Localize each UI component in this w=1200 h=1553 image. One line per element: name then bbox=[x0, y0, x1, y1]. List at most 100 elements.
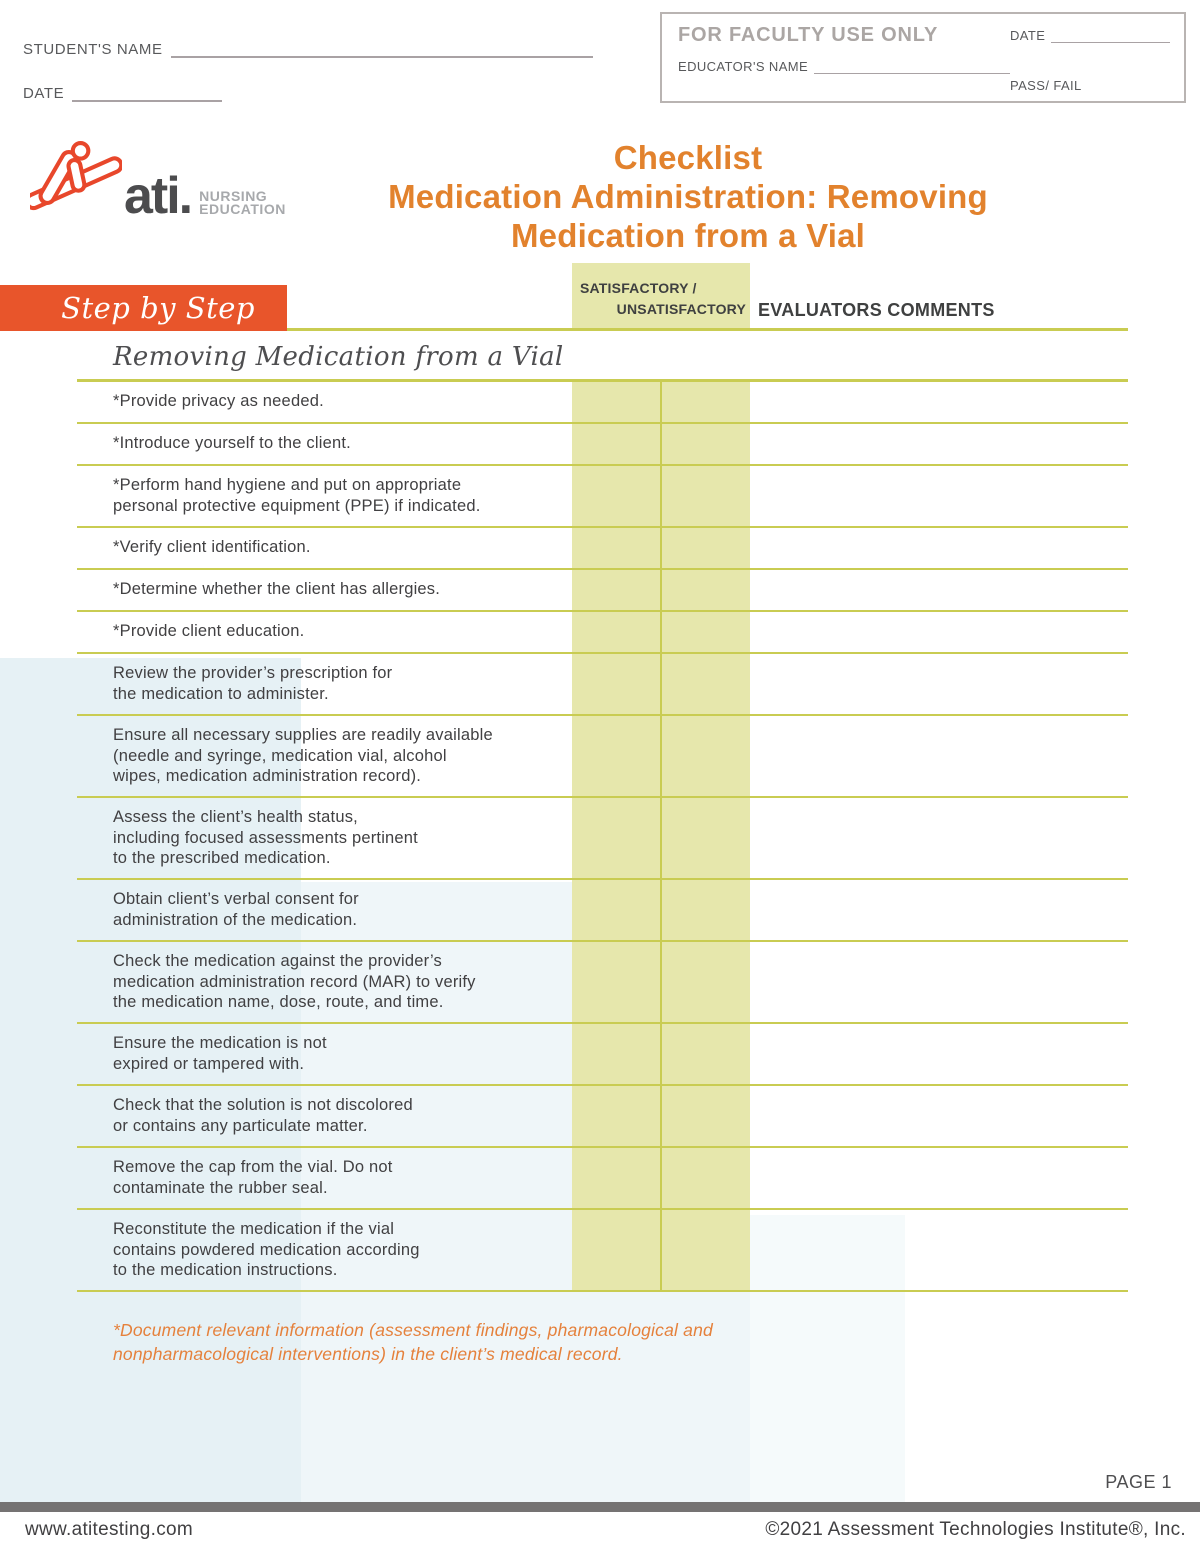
ati-logo-wordmark: ati. bbox=[124, 167, 193, 225]
pass-fail-label: PASS/ FAIL bbox=[1010, 78, 1082, 93]
step-text: *Provide privacy as needed. bbox=[113, 392, 324, 410]
evaluators-comments-header: EVALUATORS COMMENTS bbox=[758, 300, 995, 320]
faculty-box-right: DATE PASS/ FAIL bbox=[1010, 24, 1170, 93]
educator-name-row: EDUCATOR'S NAME bbox=[678, 59, 1010, 74]
satisfactory-cell[interactable] bbox=[572, 798, 660, 878]
satisfactory-cell[interactable] bbox=[572, 880, 660, 940]
table-row: *Provide privacy as needed. bbox=[77, 382, 1128, 424]
step-by-step-label: Step by Step bbox=[61, 291, 255, 325]
comments-cell[interactable] bbox=[750, 716, 1128, 796]
comments-cell[interactable] bbox=[750, 382, 1128, 422]
student-name-line[interactable] bbox=[170, 38, 593, 58]
step-text: Ensure the medication is not expired or … bbox=[113, 1034, 327, 1073]
satisfactory-cell[interactable] bbox=[572, 942, 660, 1022]
background-tint-right bbox=[750, 1215, 905, 1503]
unsatisfactory-cell[interactable] bbox=[660, 1148, 750, 1208]
unsatisfactory-cell[interactable] bbox=[660, 570, 750, 610]
student-date-row: DATE bbox=[23, 82, 593, 102]
comments-cell[interactable] bbox=[750, 612, 1128, 652]
satisfactory-cell[interactable] bbox=[572, 424, 660, 464]
unsatisfactory-cell[interactable] bbox=[660, 716, 750, 796]
table-row: Check the medication against the provide… bbox=[77, 942, 1128, 1024]
document-footnote: *Document relevant information (assessme… bbox=[113, 1320, 713, 1364]
comments-cell[interactable] bbox=[750, 1024, 1128, 1084]
unsatisfactory-cell[interactable] bbox=[660, 382, 750, 422]
table-row: Ensure all necessary supplies are readil… bbox=[77, 716, 1128, 798]
satisfactory-cell[interactable] bbox=[572, 528, 660, 568]
satisfactory-header-line2: UNSATISFACTORY bbox=[616, 301, 746, 317]
satisfactory-cell[interactable] bbox=[572, 1210, 660, 1290]
unsatisfactory-cell[interactable] bbox=[660, 466, 750, 526]
step-text: *Provide client education. bbox=[113, 622, 305, 640]
step-text: Ensure all necessary supplies are readil… bbox=[113, 726, 493, 785]
page-number: PAGE 1 bbox=[1105, 1472, 1172, 1492]
satisfactory-cell[interactable] bbox=[572, 466, 660, 526]
step-text: Assess the client’s health status, inclu… bbox=[113, 808, 418, 867]
unsatisfactory-cell[interactable] bbox=[660, 612, 750, 652]
satisfactory-cell[interactable] bbox=[572, 1148, 660, 1208]
comments-cell[interactable] bbox=[750, 1148, 1128, 1208]
comments-cell[interactable] bbox=[750, 880, 1128, 940]
student-name-row: STUDENT'S NAME bbox=[23, 38, 593, 58]
table-row: *Determine whether the client has allerg… bbox=[77, 570, 1128, 612]
footer-website-link[interactable]: www.atitesting.com bbox=[25, 1519, 194, 1540]
table-row: *Provide client education. bbox=[77, 612, 1128, 654]
student-date-label: DATE bbox=[23, 85, 65, 102]
comments-cell[interactable] bbox=[750, 424, 1128, 464]
ati-logo-tagline-line2: EDUCATION bbox=[199, 201, 286, 217]
document-title: Checklist Medication Administration: Rem… bbox=[288, 138, 1088, 255]
student-info-block: STUDENT'S NAME DATE bbox=[23, 38, 593, 126]
background-tint-left bbox=[0, 658, 301, 1503]
unsatisfactory-cell[interactable] bbox=[660, 1210, 750, 1290]
faculty-box-title: FOR FACULTY USE ONLY bbox=[678, 24, 939, 46]
section-underline bbox=[77, 379, 1128, 382]
document-title-line1: Checklist bbox=[613, 139, 763, 176]
comments-cell[interactable] bbox=[750, 654, 1128, 714]
comments-cell[interactable] bbox=[750, 466, 1128, 526]
satisfactory-cell[interactable] bbox=[572, 1024, 660, 1084]
comments-cell[interactable] bbox=[750, 1086, 1128, 1146]
footer-divider-bar bbox=[0, 1502, 1200, 1512]
comments-cell[interactable] bbox=[750, 570, 1128, 610]
unsatisfactory-cell[interactable] bbox=[660, 424, 750, 464]
step-by-step-banner: Step by Step bbox=[0, 285, 287, 331]
comments-cell[interactable] bbox=[750, 528, 1128, 568]
faculty-box-left: FOR FACULTY USE ONLY EDUCATOR'S NAME bbox=[678, 24, 1010, 93]
comments-cell[interactable] bbox=[750, 1210, 1128, 1290]
step-text: *Perform hand hygiene and put on appropr… bbox=[113, 476, 481, 515]
unsatisfactory-cell[interactable] bbox=[660, 1086, 750, 1146]
satisfactory-cell[interactable] bbox=[572, 1086, 660, 1146]
step-text: *Determine whether the client has allerg… bbox=[113, 580, 441, 598]
student-date-line[interactable] bbox=[72, 82, 223, 102]
step-text: *Verify client identification. bbox=[113, 538, 311, 556]
satisfactory-cell[interactable] bbox=[572, 612, 660, 652]
comments-cell[interactable] bbox=[750, 798, 1128, 878]
faculty-date-label: DATE bbox=[1010, 28, 1046, 43]
satisfactory-cell[interactable] bbox=[572, 382, 660, 422]
satisfactory-header-line1: SATISFACTORY / bbox=[580, 280, 697, 296]
unsatisfactory-cell[interactable] bbox=[660, 942, 750, 1022]
satisfactory-column-header: SATISFACTORY / UNSATISFACTORY bbox=[572, 263, 750, 330]
faculty-use-box: FOR FACULTY USE ONLY EDUCATOR'S NAME DAT… bbox=[660, 12, 1186, 103]
satisfactory-cell[interactable] bbox=[572, 716, 660, 796]
table-row: *Perform hand hygiene and put on appropr… bbox=[77, 466, 1128, 528]
table-row: Assess the client’s health status, inclu… bbox=[77, 798, 1128, 880]
ati-star-person-icon bbox=[30, 140, 122, 211]
unsatisfactory-cell[interactable] bbox=[660, 880, 750, 940]
satisfactory-cell[interactable] bbox=[572, 654, 660, 714]
table-row: Ensure the medication is not expired or … bbox=[77, 1024, 1128, 1086]
ati-logo-tagline: NURSING EDUCATION bbox=[199, 189, 286, 217]
table-row: Review the provider’s prescription for t… bbox=[77, 654, 1128, 716]
student-name-label: STUDENT'S NAME bbox=[23, 41, 163, 58]
educator-name-line[interactable] bbox=[814, 59, 1010, 74]
table-row: *Verify client identification. bbox=[77, 528, 1128, 570]
step-text: Reconstitute the medication if the vial … bbox=[113, 1220, 420, 1279]
satisfactory-cell[interactable] bbox=[572, 570, 660, 610]
faculty-date-line[interactable] bbox=[1051, 28, 1170, 43]
step-text: Review the provider’s prescription for t… bbox=[113, 664, 393, 703]
unsatisfactory-cell[interactable] bbox=[660, 1024, 750, 1084]
unsatisfactory-cell[interactable] bbox=[660, 798, 750, 878]
unsatisfactory-cell[interactable] bbox=[660, 654, 750, 714]
unsatisfactory-cell[interactable] bbox=[660, 528, 750, 568]
comments-cell[interactable] bbox=[750, 942, 1128, 1022]
